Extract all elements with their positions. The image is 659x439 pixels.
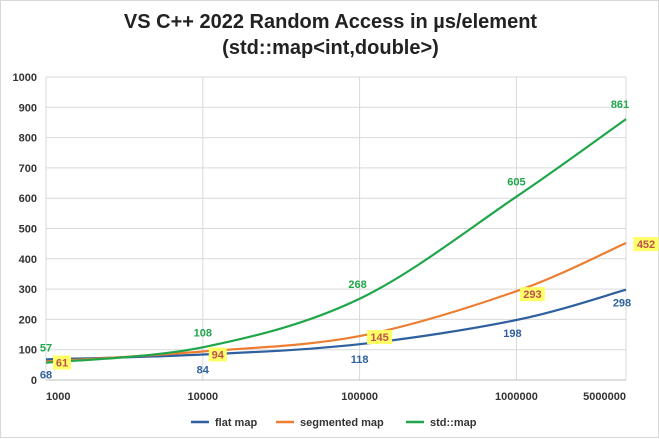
y-tick-label: 400 [19,254,37,266]
data-label: 94 [212,350,225,362]
grid [45,76,627,381]
data-label: 861 [611,99,629,111]
y-tick-label: 800 [19,133,37,145]
legend-label: segmented map [300,417,384,429]
chart-title-line1: VS C++ 2022 Random Access in µs/element [123,11,538,33]
data-label: 145 [370,332,388,344]
legend-label: std::map [430,417,477,429]
data-label-highlight [633,237,659,252]
data-label: 118 [351,354,369,366]
data-label: 452 [637,239,655,251]
data-label: 198 [503,328,521,340]
y-tick-label: 900 [19,102,37,114]
y-tick-label: 1000 [13,72,37,84]
y-tick-label: 200 [19,314,37,326]
y-tick-label: 500 [19,224,37,236]
data-label: 68 [40,369,52,381]
data-label: 57 [40,343,52,355]
chart-title: VS C++ 2022 Random Access in µs/element … [1,9,659,61]
x-tick-label: 5000000 [583,391,626,403]
y-tick-label: 100 [19,345,37,357]
data-label: 108 [194,327,212,339]
x-tick-label: 10000 [188,391,219,403]
data-label: 84 [197,365,210,377]
data-label: 61 [56,358,68,370]
data-label-highlight [519,287,545,302]
data-label-highlight [367,330,393,345]
data-label-highlight [208,347,227,362]
series-line [45,288,627,361]
x-tick-label: 100000 [341,391,378,403]
x-tick-label: 1000 [46,391,70,403]
series-line [45,118,627,364]
y-tick-label: 300 [19,284,37,296]
legend: flat map segmented map std::map [191,417,477,429]
y-tick-label: 0 [31,375,37,387]
data-label-highlight [53,355,71,370]
data-label: 298 [613,298,631,310]
y-tick-label: 700 [19,163,37,175]
legend-label: flat map [215,417,257,429]
data-label: 293 [523,289,541,301]
y-tick-label: 600 [19,193,37,205]
chart-title-line2: (std::map<int,double>) [222,37,439,59]
data-label: 268 [348,279,366,291]
data-label: 605 [507,177,525,189]
x-tick-label: 1000000 [495,391,538,403]
series-line [45,241,627,363]
